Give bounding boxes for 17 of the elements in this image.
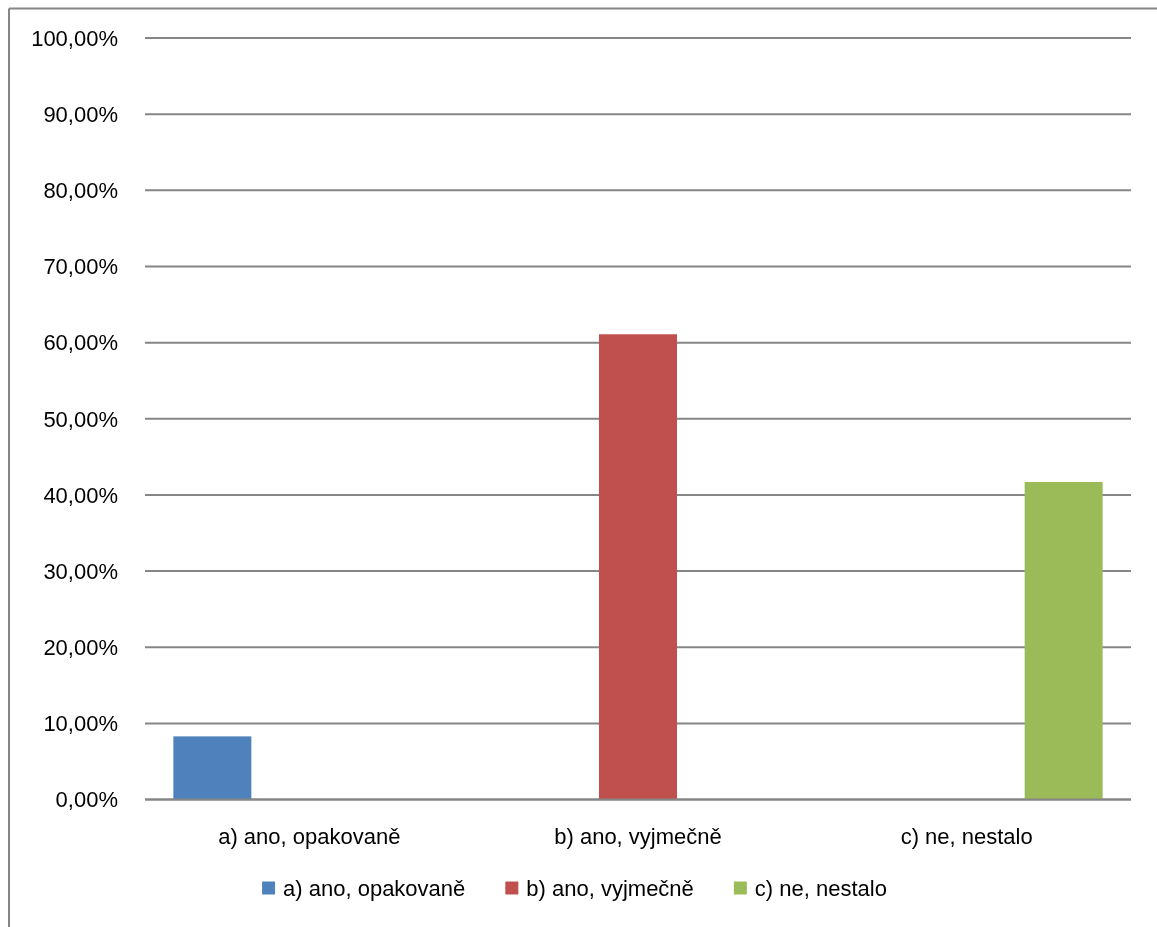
y-tick-label: 50,00% — [43, 406, 118, 432]
x-tick-label: a) ano, opakovaně — [218, 823, 401, 849]
y-tick-label: 60,00% — [43, 330, 118, 356]
y-tick-label: 40,00% — [43, 482, 118, 508]
legend-label: a) ano, opakovaně — [283, 875, 466, 901]
y-tick-label: 80,00% — [43, 178, 118, 204]
y-tick-label: 90,00% — [43, 101, 118, 127]
y-tick-label: 20,00% — [43, 634, 118, 660]
y-tick-label: 0,00% — [55, 787, 118, 813]
y-tick-label: 100,00% — [31, 25, 118, 51]
y-tick-label: 70,00% — [43, 254, 118, 280]
legend-label: c) ne, nestalo — [754, 875, 887, 901]
x-tick-label: c) ne, nestalo — [900, 823, 1033, 849]
y-tick-label: 10,00% — [43, 711, 118, 737]
y-tick-label: 30,00% — [43, 558, 118, 584]
x-tick-label: b) ano, vyjmečně — [554, 823, 722, 849]
legend-label: b) ano, vyjmečně — [526, 875, 694, 901]
